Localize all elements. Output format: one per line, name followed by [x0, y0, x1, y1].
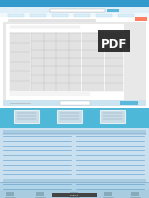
Bar — [107, 9, 119, 11]
Bar — [3, 179, 146, 183]
Bar — [14, 110, 40, 124]
Bar — [31, 33, 81, 91]
Bar — [105, 33, 123, 91]
Text: PDF: PDF — [101, 37, 127, 50]
Bar — [96, 14, 112, 16]
Bar — [10, 33, 30, 91]
Bar — [52, 193, 97, 196]
Bar — [3, 22, 146, 102]
Bar — [74, 14, 90, 16]
Bar — [0, 13, 149, 17]
Bar — [0, 0, 149, 7]
Bar — [127, 40, 130, 48]
Bar — [60, 101, 90, 105]
Bar — [0, 128, 149, 182]
Bar — [104, 192, 112, 196]
Text: ManualsLib: ManualsLib — [70, 194, 78, 195]
Bar — [6, 192, 14, 196]
Bar — [15, 111, 39, 123]
Bar — [131, 192, 139, 196]
Bar — [3, 130, 146, 134]
Bar — [6, 24, 124, 100]
Bar — [0, 7, 149, 13]
Bar — [100, 110, 126, 124]
Bar — [50, 9, 105, 11]
Bar — [36, 192, 44, 196]
Bar — [118, 14, 134, 16]
Bar — [70, 192, 78, 196]
Bar — [82, 33, 104, 91]
Bar — [101, 111, 125, 123]
Bar — [58, 111, 82, 123]
Bar — [30, 14, 46, 16]
Bar — [3, 100, 146, 106]
Bar — [8, 14, 24, 16]
Bar — [9, 32, 124, 92]
Bar — [57, 110, 83, 124]
Bar — [126, 24, 131, 100]
Bar — [52, 14, 68, 16]
Bar — [0, 17, 149, 22]
Bar — [0, 190, 149, 198]
Bar — [0, 108, 149, 128]
Bar — [135, 17, 147, 21]
Bar — [120, 101, 138, 105]
Bar — [98, 30, 130, 52]
Bar — [0, 7, 149, 109]
Bar — [0, 182, 149, 190]
